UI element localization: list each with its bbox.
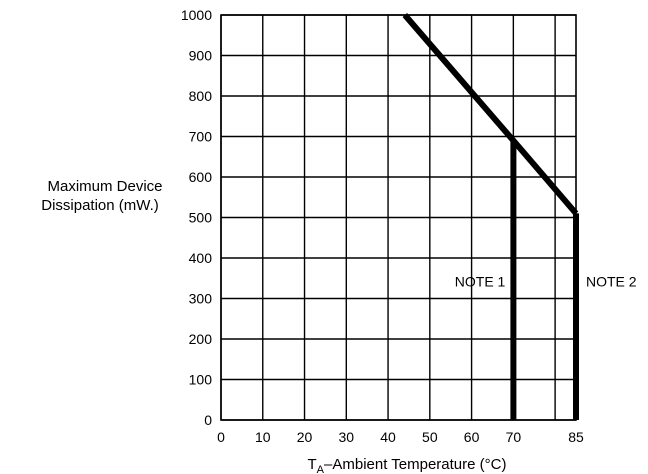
y-tick-label-500: 500 — [189, 210, 213, 226]
y-axis-label-line-1: Maximum Device — [47, 178, 162, 195]
x-tick-label-30: 30 — [339, 429, 355, 445]
y-tick-label-200: 200 — [189, 331, 213, 347]
x-tick-label-40: 40 — [380, 429, 396, 445]
x-axis-label: TA–Ambient Temperature (°C) — [308, 456, 507, 474]
y-tick-label-400: 400 — [189, 250, 213, 266]
y-tick-label-700: 700 — [189, 129, 213, 145]
x-tick-label-50: 50 — [422, 429, 438, 445]
grid — [220, 14, 576, 421]
y-tick-label-600: 600 — [189, 169, 213, 185]
y-tick-label-100: 100 — [189, 372, 213, 388]
y-tick-labels: 0 100 200 300 400 500 600 700 800 900 1000 — [181, 7, 212, 428]
y-tick-label-300: 300 — [189, 291, 213, 307]
x-axis-label-text: –Ambient Temperature (°C) — [324, 456, 506, 473]
x-tick-label-20: 20 — [297, 429, 313, 445]
annotation-note-1: NOTE 1 — [455, 273, 506, 289]
annotation-note-2: NOTE 2 — [586, 273, 637, 289]
x-axis-label-subscript: A — [317, 464, 325, 474]
x-tick-labels: 0 10 20 30 40 50 60 70 85 — [217, 429, 584, 445]
x-tick-label-60: 60 — [464, 429, 480, 445]
y-tick-label-800: 800 — [189, 88, 213, 104]
y-tick-label-1000: 1000 — [181, 7, 212, 23]
series-group — [402, 13, 579, 420]
x-tick-label-85: 85 — [568, 429, 584, 445]
x-tick-label-70: 70 — [506, 429, 522, 445]
x-axis-label-symbol: T — [308, 456, 317, 473]
annotations: NOTE 1 NOTE 2 — [455, 273, 637, 289]
y-tick-label-0: 0 — [204, 412, 212, 428]
x-tick-label-10: 10 — [255, 429, 271, 445]
y-tick-label-900: 900 — [189, 48, 213, 64]
y-axis-label-line-2: Dissipation (mW.) — [41, 197, 159, 214]
x-tick-label-0: 0 — [217, 429, 225, 445]
